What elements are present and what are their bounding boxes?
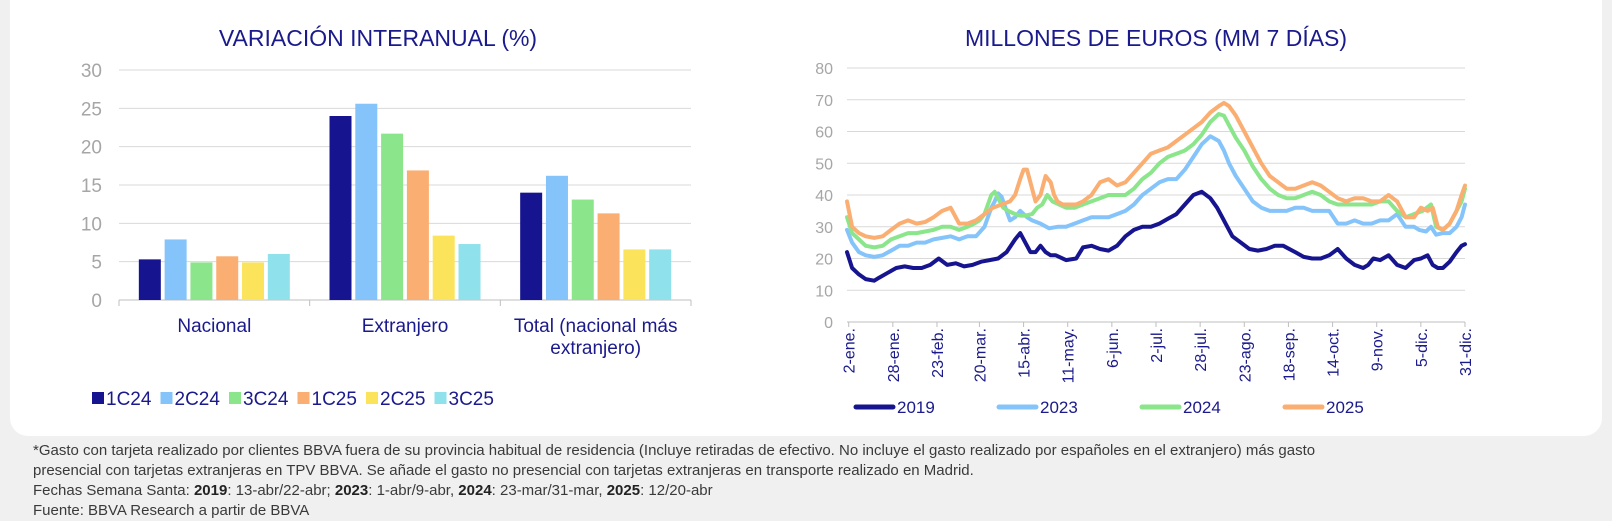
x-tick-label: 6-jun. (1105, 328, 1122, 368)
footnote-source: Fuente: BBVA Research a partir de BBVA (33, 502, 310, 519)
chart-title: MILLONES DE EUROS (MM 7 DÍAS) (965, 25, 1347, 51)
legend-label-1c25: 1C25 (312, 389, 357, 410)
x-tick-label: 20-mar. (972, 328, 989, 382)
legend-swatch-1c25 (297, 392, 310, 404)
bar-2c25-nacional (242, 262, 265, 300)
x-tick-label: 23-feb. (930, 328, 947, 378)
easter-dates-2023: : 1-abr/9-abr, (368, 482, 459, 499)
bar-2c25-extranjero (432, 235, 455, 300)
bar-1c25-nacional (216, 256, 239, 300)
bar-chart-variacion: VARIACIÓN INTERANUAL (%) 0 5 10 15 20 25 30 Naci… (81, 25, 692, 410)
easter-year-2019: 2019 (193, 482, 228, 499)
y-tick-label: 20 (81, 138, 102, 159)
bar-1c24-total-nacional-m-s-extranjero (520, 192, 543, 300)
y-tick-label: 70 (815, 93, 833, 110)
legend-swatch-3c25 (434, 392, 447, 404)
legend-label-2c24: 2C24 (175, 389, 221, 410)
bar-3c25-total-nacional-m-s-extranjero (649, 249, 672, 300)
x-category-label: extranjero) (550, 338, 641, 359)
legend-label-2019: 2019 (897, 398, 935, 417)
y-tick-label: 30 (81, 61, 102, 82)
y-tick-label: 30 (815, 220, 833, 237)
y-tick-label: 10 (81, 214, 102, 235)
x-tick-label: 18-sep. (1281, 328, 1298, 381)
x-tick-label: 9-nov. (1370, 328, 1387, 371)
x-tick-label: 23-ago. (1237, 328, 1254, 382)
x-tick-label: 15-abr. (1017, 328, 1034, 378)
x-tick-label: 2-ene. (842, 328, 859, 373)
series-line-2024 (845, 112, 1467, 250)
y-tick-label: 40 (815, 188, 833, 205)
footnote-easter-dates: Fechas Semana Santa: 2019: 13-abr/22-abr… (33, 481, 1593, 501)
x-category-label: Total (nacional más (514, 316, 678, 337)
legend-label-2024: 2024 (1183, 398, 1221, 417)
easter-year-2025: 2025 (606, 482, 641, 499)
bar-1c24-nacional (138, 259, 161, 300)
x-tick-label: 28-jul. (1193, 328, 1210, 372)
bar-1c24-extranjero (329, 116, 352, 300)
legend-swatch-2c25 (366, 392, 378, 404)
easter-dates-2025: : 12/20-abr (640, 482, 713, 499)
bar-3c25-extranjero (458, 244, 481, 300)
legend-label-1c24: 1C24 (106, 389, 152, 410)
bar-2c24-nacional (164, 239, 187, 300)
bar-2c25-total-nacional-m-s-extranjero (623, 249, 646, 300)
legend-label-2023: 2023 (1040, 398, 1078, 417)
bar-3c24-extranjero (381, 133, 404, 300)
x-tick-label: 2-jul. (1149, 328, 1166, 363)
footnotes: *Gasto con tarjeta realizado por cliente… (33, 441, 1593, 521)
x-tick-label: 11-may. (1061, 328, 1078, 383)
bar-1c25-total-nacional-m-s-extranjero (597, 213, 620, 300)
y-tick-label: 60 (815, 125, 833, 142)
y-tick-label: 0 (824, 315, 833, 332)
legend-label-3c25: 3C25 (449, 389, 494, 410)
x-category-label: Nacional (177, 316, 251, 337)
x-category-label: Extranjero (362, 316, 449, 337)
easter-year-2023: 2023 (334, 482, 369, 499)
x-tick-label: 14-oct. (1326, 328, 1343, 377)
easter-label: Fechas Semana Santa: (33, 482, 194, 499)
line-chart-millones: MILLONES DE EUROS (MM 7 DÍAS) 0 10 20 30 40 50… (815, 25, 1475, 417)
y-tick-label: 0 (91, 291, 102, 312)
y-tick-label: 20 (815, 252, 833, 269)
bar-3c25-nacional (267, 254, 290, 300)
bar-3c24-total-nacional-m-s-extranjero (571, 199, 594, 300)
chart-title: VARIACIÓN INTERANUAL (%) (219, 25, 537, 51)
y-tick-label: 25 (81, 99, 102, 120)
legend-swatch-3c24 (229, 392, 241, 404)
x-tick-label: 28-ene. (886, 328, 903, 382)
legend-swatch-2c24 (160, 392, 173, 404)
x-tick-label: 31-dic. (1458, 328, 1475, 376)
series-line-2025 (845, 100, 1467, 240)
chart-card: VARIACIÓN INTERANUAL (%) 0 5 10 15 20 25 30 Naci… (10, 0, 1602, 436)
y-tick-label: 80 (815, 61, 833, 78)
easter-dates-2024: : 23-mar/31-mar, (491, 482, 607, 499)
series-line-2023 (845, 134, 1467, 259)
footnote-line-1: *Gasto con tarjeta realizado por cliente… (33, 442, 1316, 459)
bar-2c24-extranjero (355, 103, 378, 300)
x-tick-label: 5-dic. (1414, 328, 1431, 367)
y-tick-label: 5 (91, 253, 102, 274)
series-line-2019 (845, 189, 1467, 283)
legend-label-2c25: 2C25 (380, 389, 425, 410)
y-tick-label: 10 (815, 283, 833, 300)
legend-swatch-1c24 (92, 392, 104, 404)
easter-year-2024: 2024 (458, 482, 492, 499)
y-tick-label: 50 (815, 156, 833, 173)
legend-label-2025: 2025 (1326, 398, 1364, 417)
bar-1c25-extranjero (406, 170, 429, 300)
footnote-line-2: presencial con tarjetas extranjeras en T… (33, 462, 974, 479)
easter-dates-2019: : 13-abr/22-abr; (227, 482, 335, 499)
bar-3c24-nacional (190, 262, 213, 300)
bar-2c24-total-nacional-m-s-extranjero (545, 175, 568, 300)
y-tick-label: 15 (81, 176, 102, 197)
legend-label-3c24: 3C24 (243, 389, 289, 410)
